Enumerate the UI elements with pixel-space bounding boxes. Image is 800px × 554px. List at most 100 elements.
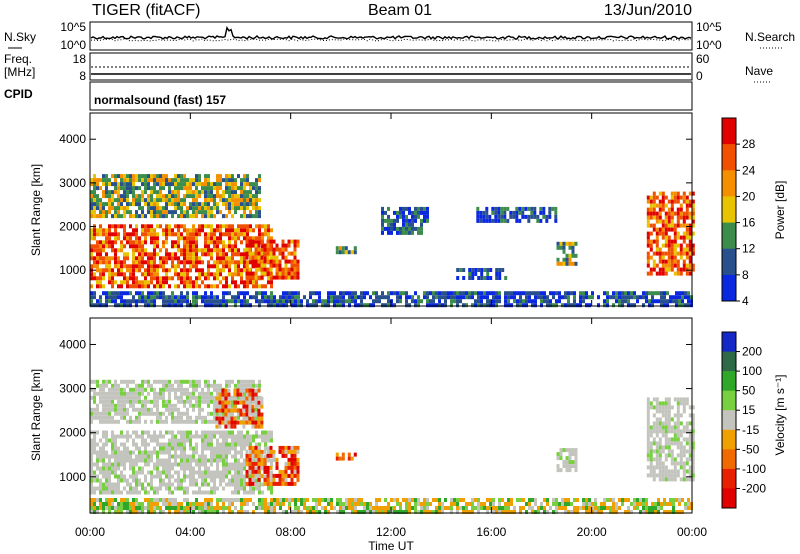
data-cell bbox=[387, 510, 390, 514]
data-cell bbox=[435, 295, 438, 300]
data-cell bbox=[168, 178, 171, 183]
data-cell bbox=[554, 210, 558, 215]
data-cell bbox=[141, 260, 144, 265]
data-cell bbox=[96, 202, 99, 207]
data-cell bbox=[189, 454, 192, 459]
data-cell bbox=[216, 383, 219, 388]
data-cell bbox=[96, 498, 99, 502]
data-cell bbox=[315, 510, 318, 514]
data-cell bbox=[655, 251, 659, 256]
data-cell bbox=[222, 450, 225, 455]
data-cell bbox=[102, 383, 105, 388]
data-cell bbox=[486, 510, 489, 514]
data-cell bbox=[384, 210, 387, 215]
data-cell bbox=[296, 263, 300, 268]
data-cell bbox=[423, 506, 426, 510]
data-cell bbox=[667, 211, 671, 216]
data-cell bbox=[658, 429, 662, 434]
data-cell bbox=[168, 284, 171, 289]
data-cell bbox=[540, 303, 543, 308]
data-cell bbox=[240, 280, 243, 285]
data-cell bbox=[171, 446, 174, 451]
data-cell bbox=[96, 454, 99, 459]
data-cell bbox=[267, 446, 270, 451]
data-cell bbox=[492, 498, 495, 502]
data-cell bbox=[233, 416, 237, 421]
data-cell bbox=[293, 271, 297, 276]
data-cell bbox=[408, 303, 411, 308]
data-cell bbox=[621, 291, 624, 296]
data-cell bbox=[691, 465, 695, 470]
data-cell bbox=[646, 441, 650, 446]
data-cell bbox=[215, 388, 219, 393]
data-cell bbox=[300, 303, 303, 308]
data-cell bbox=[177, 264, 180, 269]
data-cell bbox=[667, 255, 671, 260]
data-cell bbox=[360, 510, 363, 514]
data-cell bbox=[676, 235, 680, 240]
data-cell bbox=[126, 506, 129, 510]
data-cell bbox=[554, 218, 558, 223]
data-cell bbox=[670, 219, 674, 224]
data-cell bbox=[120, 490, 123, 495]
data-cell bbox=[156, 284, 159, 289]
data-cell bbox=[195, 379, 198, 384]
data-cell bbox=[324, 299, 327, 304]
data-cell bbox=[679, 243, 683, 248]
data-cell bbox=[183, 470, 186, 475]
data-cell bbox=[180, 186, 183, 191]
data-cell bbox=[646, 433, 650, 438]
data-cell bbox=[227, 408, 231, 413]
data-cell bbox=[192, 454, 195, 459]
data-cell bbox=[658, 469, 662, 474]
data-cell bbox=[384, 303, 387, 308]
data-cell bbox=[661, 195, 665, 200]
data-cell bbox=[216, 470, 219, 475]
data-cell bbox=[670, 223, 674, 228]
data-cell bbox=[315, 498, 318, 502]
data-cell bbox=[174, 284, 177, 289]
data-cell bbox=[177, 198, 180, 203]
data-cell bbox=[261, 284, 264, 289]
data-cell bbox=[117, 383, 120, 388]
data-cell bbox=[539, 210, 543, 215]
data-cell bbox=[534, 291, 537, 296]
data-cell bbox=[393, 210, 396, 215]
data-cell bbox=[257, 449, 261, 454]
data-cell bbox=[216, 299, 219, 304]
data-cell bbox=[504, 299, 507, 304]
data-cell bbox=[117, 284, 120, 289]
y-tick-label: 2000 bbox=[59, 220, 86, 234]
data-cell bbox=[138, 178, 141, 183]
data-cell bbox=[354, 498, 357, 502]
data-cell bbox=[658, 211, 662, 216]
data-cell bbox=[114, 379, 117, 384]
colorbar-swatch bbox=[722, 449, 736, 470]
data-cell bbox=[117, 450, 120, 455]
data-cell bbox=[189, 442, 192, 447]
data-cell bbox=[210, 248, 213, 253]
data-cell bbox=[207, 194, 210, 199]
data-cell bbox=[679, 267, 683, 272]
data-cell bbox=[275, 473, 279, 478]
data-cell bbox=[198, 272, 201, 277]
data-cell bbox=[606, 498, 609, 502]
data-cell bbox=[192, 210, 195, 215]
data-cell bbox=[588, 502, 591, 506]
data-cell bbox=[93, 434, 96, 439]
data-cell bbox=[138, 248, 141, 253]
data-cell bbox=[485, 218, 489, 223]
data-cell bbox=[195, 303, 198, 308]
data-cell bbox=[234, 248, 237, 253]
data-cell bbox=[117, 198, 120, 203]
data-cell bbox=[162, 260, 165, 265]
data-cell bbox=[195, 506, 198, 510]
data-cell bbox=[171, 299, 174, 304]
data-cell bbox=[162, 466, 165, 471]
data-cell bbox=[123, 174, 126, 179]
data-cell bbox=[270, 291, 273, 296]
data-cell bbox=[471, 291, 474, 296]
data-cell bbox=[123, 198, 126, 203]
data-cell bbox=[201, 450, 204, 455]
